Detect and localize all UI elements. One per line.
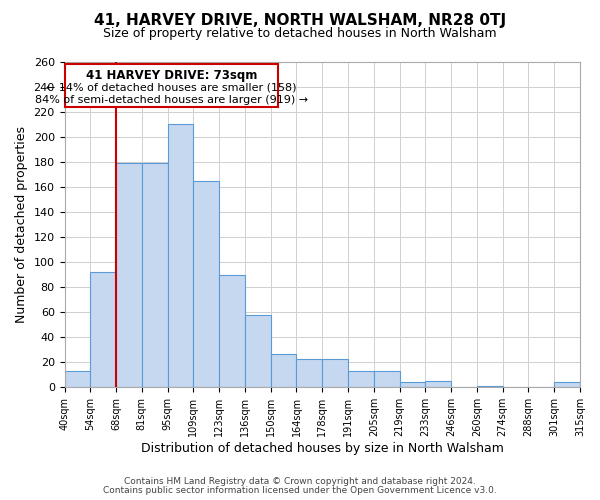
Text: Size of property relative to detached houses in North Walsham: Size of property relative to detached ho… bbox=[103, 28, 497, 40]
Bar bbox=[116, 163, 142, 388]
Bar bbox=[400, 382, 425, 388]
Bar bbox=[322, 358, 348, 388]
Bar bbox=[374, 371, 400, 388]
Text: Contains HM Land Registry data © Crown copyright and database right 2024.: Contains HM Land Registry data © Crown c… bbox=[124, 477, 476, 486]
FancyBboxPatch shape bbox=[65, 64, 278, 106]
Bar bbox=[425, 381, 451, 388]
Bar bbox=[554, 382, 580, 388]
Text: 41 HARVEY DRIVE: 73sqm: 41 HARVEY DRIVE: 73sqm bbox=[86, 69, 257, 82]
Bar bbox=[477, 386, 503, 388]
Bar bbox=[91, 272, 116, 388]
Bar bbox=[245, 314, 271, 388]
Bar bbox=[142, 163, 167, 388]
Bar bbox=[193, 180, 219, 388]
Bar bbox=[219, 274, 245, 388]
Text: ← 14% of detached houses are smaller (158): ← 14% of detached houses are smaller (15… bbox=[46, 83, 297, 93]
Bar bbox=[167, 124, 193, 388]
Bar bbox=[348, 371, 374, 388]
Y-axis label: Number of detached properties: Number of detached properties bbox=[15, 126, 28, 323]
X-axis label: Distribution of detached houses by size in North Walsham: Distribution of detached houses by size … bbox=[141, 442, 504, 455]
Bar bbox=[271, 354, 296, 388]
Text: 41, HARVEY DRIVE, NORTH WALSHAM, NR28 0TJ: 41, HARVEY DRIVE, NORTH WALSHAM, NR28 0T… bbox=[94, 12, 506, 28]
Text: Contains public sector information licensed under the Open Government Licence v3: Contains public sector information licen… bbox=[103, 486, 497, 495]
Bar bbox=[296, 358, 322, 388]
Text: 84% of semi-detached houses are larger (919) →: 84% of semi-detached houses are larger (… bbox=[35, 96, 308, 106]
Bar bbox=[65, 371, 91, 388]
